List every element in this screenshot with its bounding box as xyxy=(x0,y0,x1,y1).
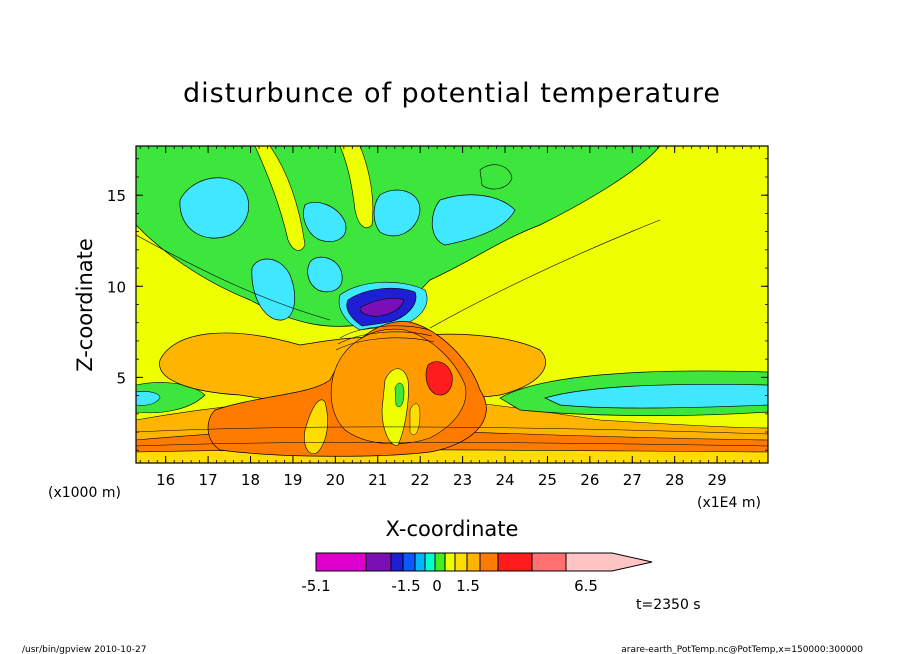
x-tick-label: 16 xyxy=(156,471,175,489)
x-tick-label: 20 xyxy=(326,471,345,489)
x-axis: 16 17 18 19 20 21 22 23 24 25 26 27 28 29 xyxy=(139,146,769,489)
colorbar-label: 0 xyxy=(432,577,442,595)
region-purple-core xyxy=(359,298,405,317)
x-tick-label: 21 xyxy=(368,471,387,489)
colorbar-label: 1.5 xyxy=(456,577,480,595)
y-axis: 5 10 15 xyxy=(107,158,768,451)
x-tick-label: 26 xyxy=(580,471,599,489)
x-unit-label: (x1E4 m) xyxy=(697,495,761,511)
x-tick-label: 29 xyxy=(708,471,727,489)
contour-field xyxy=(136,146,768,463)
x-tick-label: 23 xyxy=(453,471,472,489)
region-cyan-6 xyxy=(432,194,516,246)
x-tick-label: 25 xyxy=(538,471,557,489)
colorbar-swatch xyxy=(466,552,481,572)
chart-title: disturbunce of potential temperature xyxy=(183,78,721,109)
y-axis-title: Z-coordinate xyxy=(73,238,97,372)
colorbar-triangle xyxy=(565,552,653,572)
x-tick-label: 28 xyxy=(665,471,684,489)
x-tick-label: 18 xyxy=(241,471,260,489)
y-unit-label: (x1000 m) xyxy=(48,485,121,501)
x-tick-label: 17 xyxy=(199,471,218,489)
colorbar-swatch xyxy=(414,552,426,572)
colorbar-label: 6.5 xyxy=(574,577,598,595)
colorbar-swatch xyxy=(402,552,416,572)
colorbar-swatch xyxy=(424,552,436,572)
colorbar-swatch xyxy=(531,552,567,572)
colorbar-swatch xyxy=(434,552,446,572)
y-tick-label: 15 xyxy=(107,187,126,205)
colorbar-swatch xyxy=(365,552,392,572)
colorbar-labels: -5.1 -1.5 0 1.5 6.5 xyxy=(301,577,598,595)
y-tick-label: 5 xyxy=(116,369,126,387)
footer-left: /usr/bin/gpview 2010-10-27 xyxy=(22,645,146,654)
region-cyan-1 xyxy=(179,177,249,239)
y-tick-label: 10 xyxy=(107,278,126,296)
colorbar-swatch xyxy=(497,552,533,572)
colorbar-swatch xyxy=(454,552,468,572)
x-tick-label: 19 xyxy=(283,471,302,489)
x-tick-label: 27 xyxy=(623,471,642,489)
time-label: t=2350 s xyxy=(636,597,701,613)
region-cyan-3 xyxy=(303,201,347,242)
colorbar-swatch xyxy=(390,552,404,572)
region-cyan-4 xyxy=(307,256,343,293)
colorbar-label: -5.1 xyxy=(301,577,330,595)
footer-right: arare-earth_PotTemp.nc@PotTemp,x=150000:… xyxy=(621,645,863,654)
colorbar-swatch xyxy=(315,552,367,572)
colorbar-swatch xyxy=(479,552,499,572)
x-tick-label: 24 xyxy=(495,471,514,489)
colorbar-swatch xyxy=(444,552,456,572)
colorbar xyxy=(315,552,653,572)
region-red-core xyxy=(425,361,453,396)
x-axis-title: X-coordinate xyxy=(386,517,519,541)
x-tick-label: 22 xyxy=(411,471,430,489)
colorbar-label: -1.5 xyxy=(391,577,420,595)
region-cyan-5 xyxy=(373,189,421,237)
